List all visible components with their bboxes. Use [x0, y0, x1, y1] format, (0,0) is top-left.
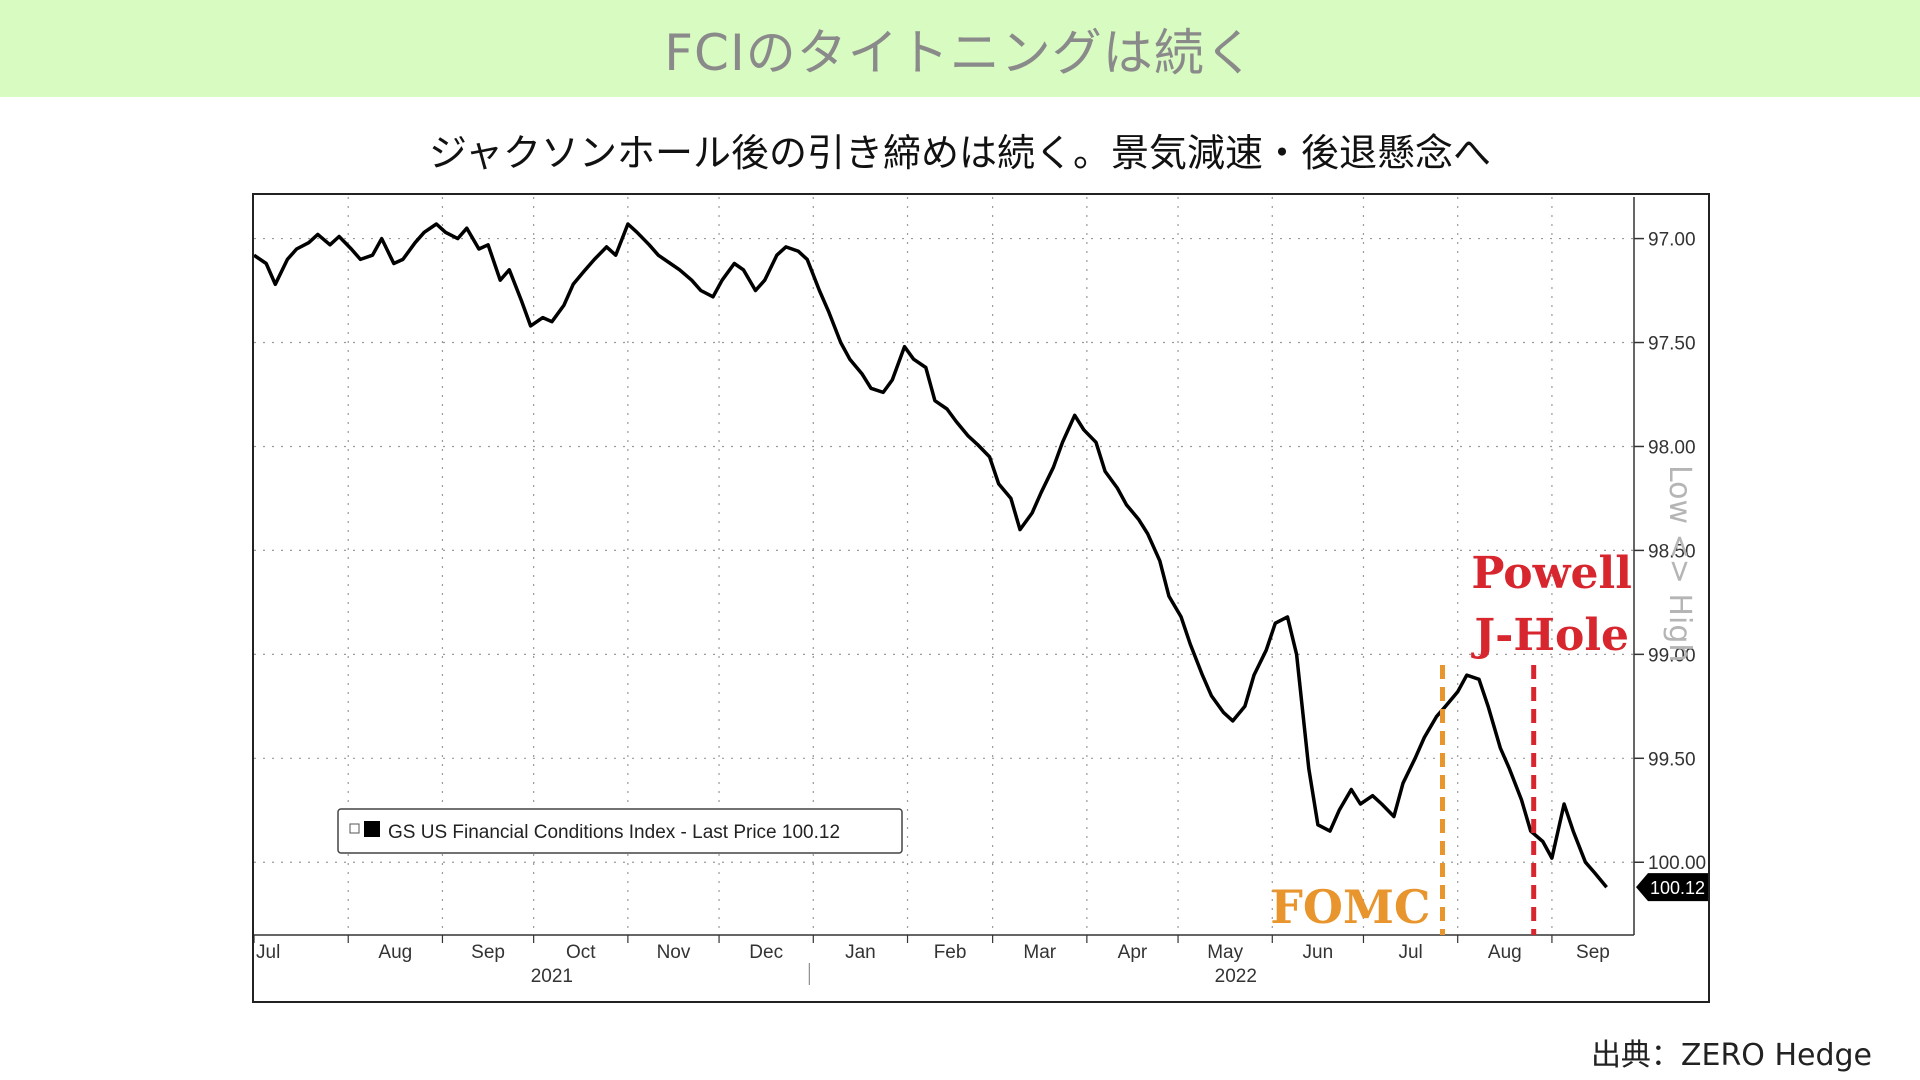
x-tick-label: Oct [566, 942, 596, 963]
chart-frame: 97.00 97.50 98.00 98.50 99.00 99.50 100.00 Jul A… [252, 193, 1710, 1003]
y-tick-label: 99.00 [1648, 645, 1696, 666]
powell-jhole-label: Powell [1471, 548, 1632, 599]
fci-line-chart: 97.00 97.50 98.00 98.50 99.00 99.50 100.00 Jul A… [254, 197, 1708, 987]
chart-subtitle: ジャクソンホール後の引き締めは続く。景気減速・後退懸念へ [428, 131, 1492, 175]
x-tick-label: Jun [1303, 942, 1334, 963]
title-banner: FCIのタイトニングは続く [0, 0, 1920, 97]
y-tick-label: 99.50 [1648, 749, 1696, 770]
legend-swatch [364, 821, 380, 837]
x-tick-label: Sep [1576, 942, 1610, 963]
fomc-label: FOMC [1270, 880, 1430, 934]
year-label-2021: 2021 [531, 966, 573, 987]
x-tick-label: Sep [471, 942, 505, 963]
last-price-badge [1636, 873, 1708, 902]
legend-text: GS US Financial Conditions Index - Last … [388, 822, 840, 843]
fci-series-line [254, 222, 1608, 889]
source-credit: 出典：ZERO Hedge [1590, 1038, 1872, 1073]
x-tick-label: Dec [749, 942, 783, 963]
x-tick-label: May [1207, 942, 1243, 963]
last-price-label: 100.12 [1650, 878, 1705, 898]
x-tick-label: Jul [1398, 942, 1422, 963]
x-tick-label: Jan [845, 942, 876, 963]
x-tick-label: Nov [657, 942, 691, 963]
x-tick-label: Jul [256, 942, 280, 963]
year-label-2022: 2022 [1215, 966, 1257, 987]
y-tick-label: 97.50 [1648, 334, 1696, 355]
legend-box [337, 808, 903, 854]
side-scale-label: Low <> High [1662, 465, 1697, 662]
banner-title: FCIのタイトニングは続く [664, 23, 1256, 82]
legend-toggle-icon [349, 823, 360, 834]
powell-jhole-label: J-Hole [1470, 610, 1629, 661]
y-tick-label: 98.50 [1648, 541, 1696, 562]
x-tick-label: Feb [934, 942, 967, 963]
y-tick-label: 98.00 [1648, 437, 1696, 458]
x-tick-label: Mar [1023, 942, 1056, 963]
x-tick-label: Aug [378, 942, 412, 963]
y-tick-label: 97.00 [1648, 230, 1696, 251]
x-tick-label: Apr [1118, 942, 1148, 963]
x-tick-label: Aug [1488, 942, 1522, 963]
y-tick-label: 100.00 [1648, 853, 1706, 874]
